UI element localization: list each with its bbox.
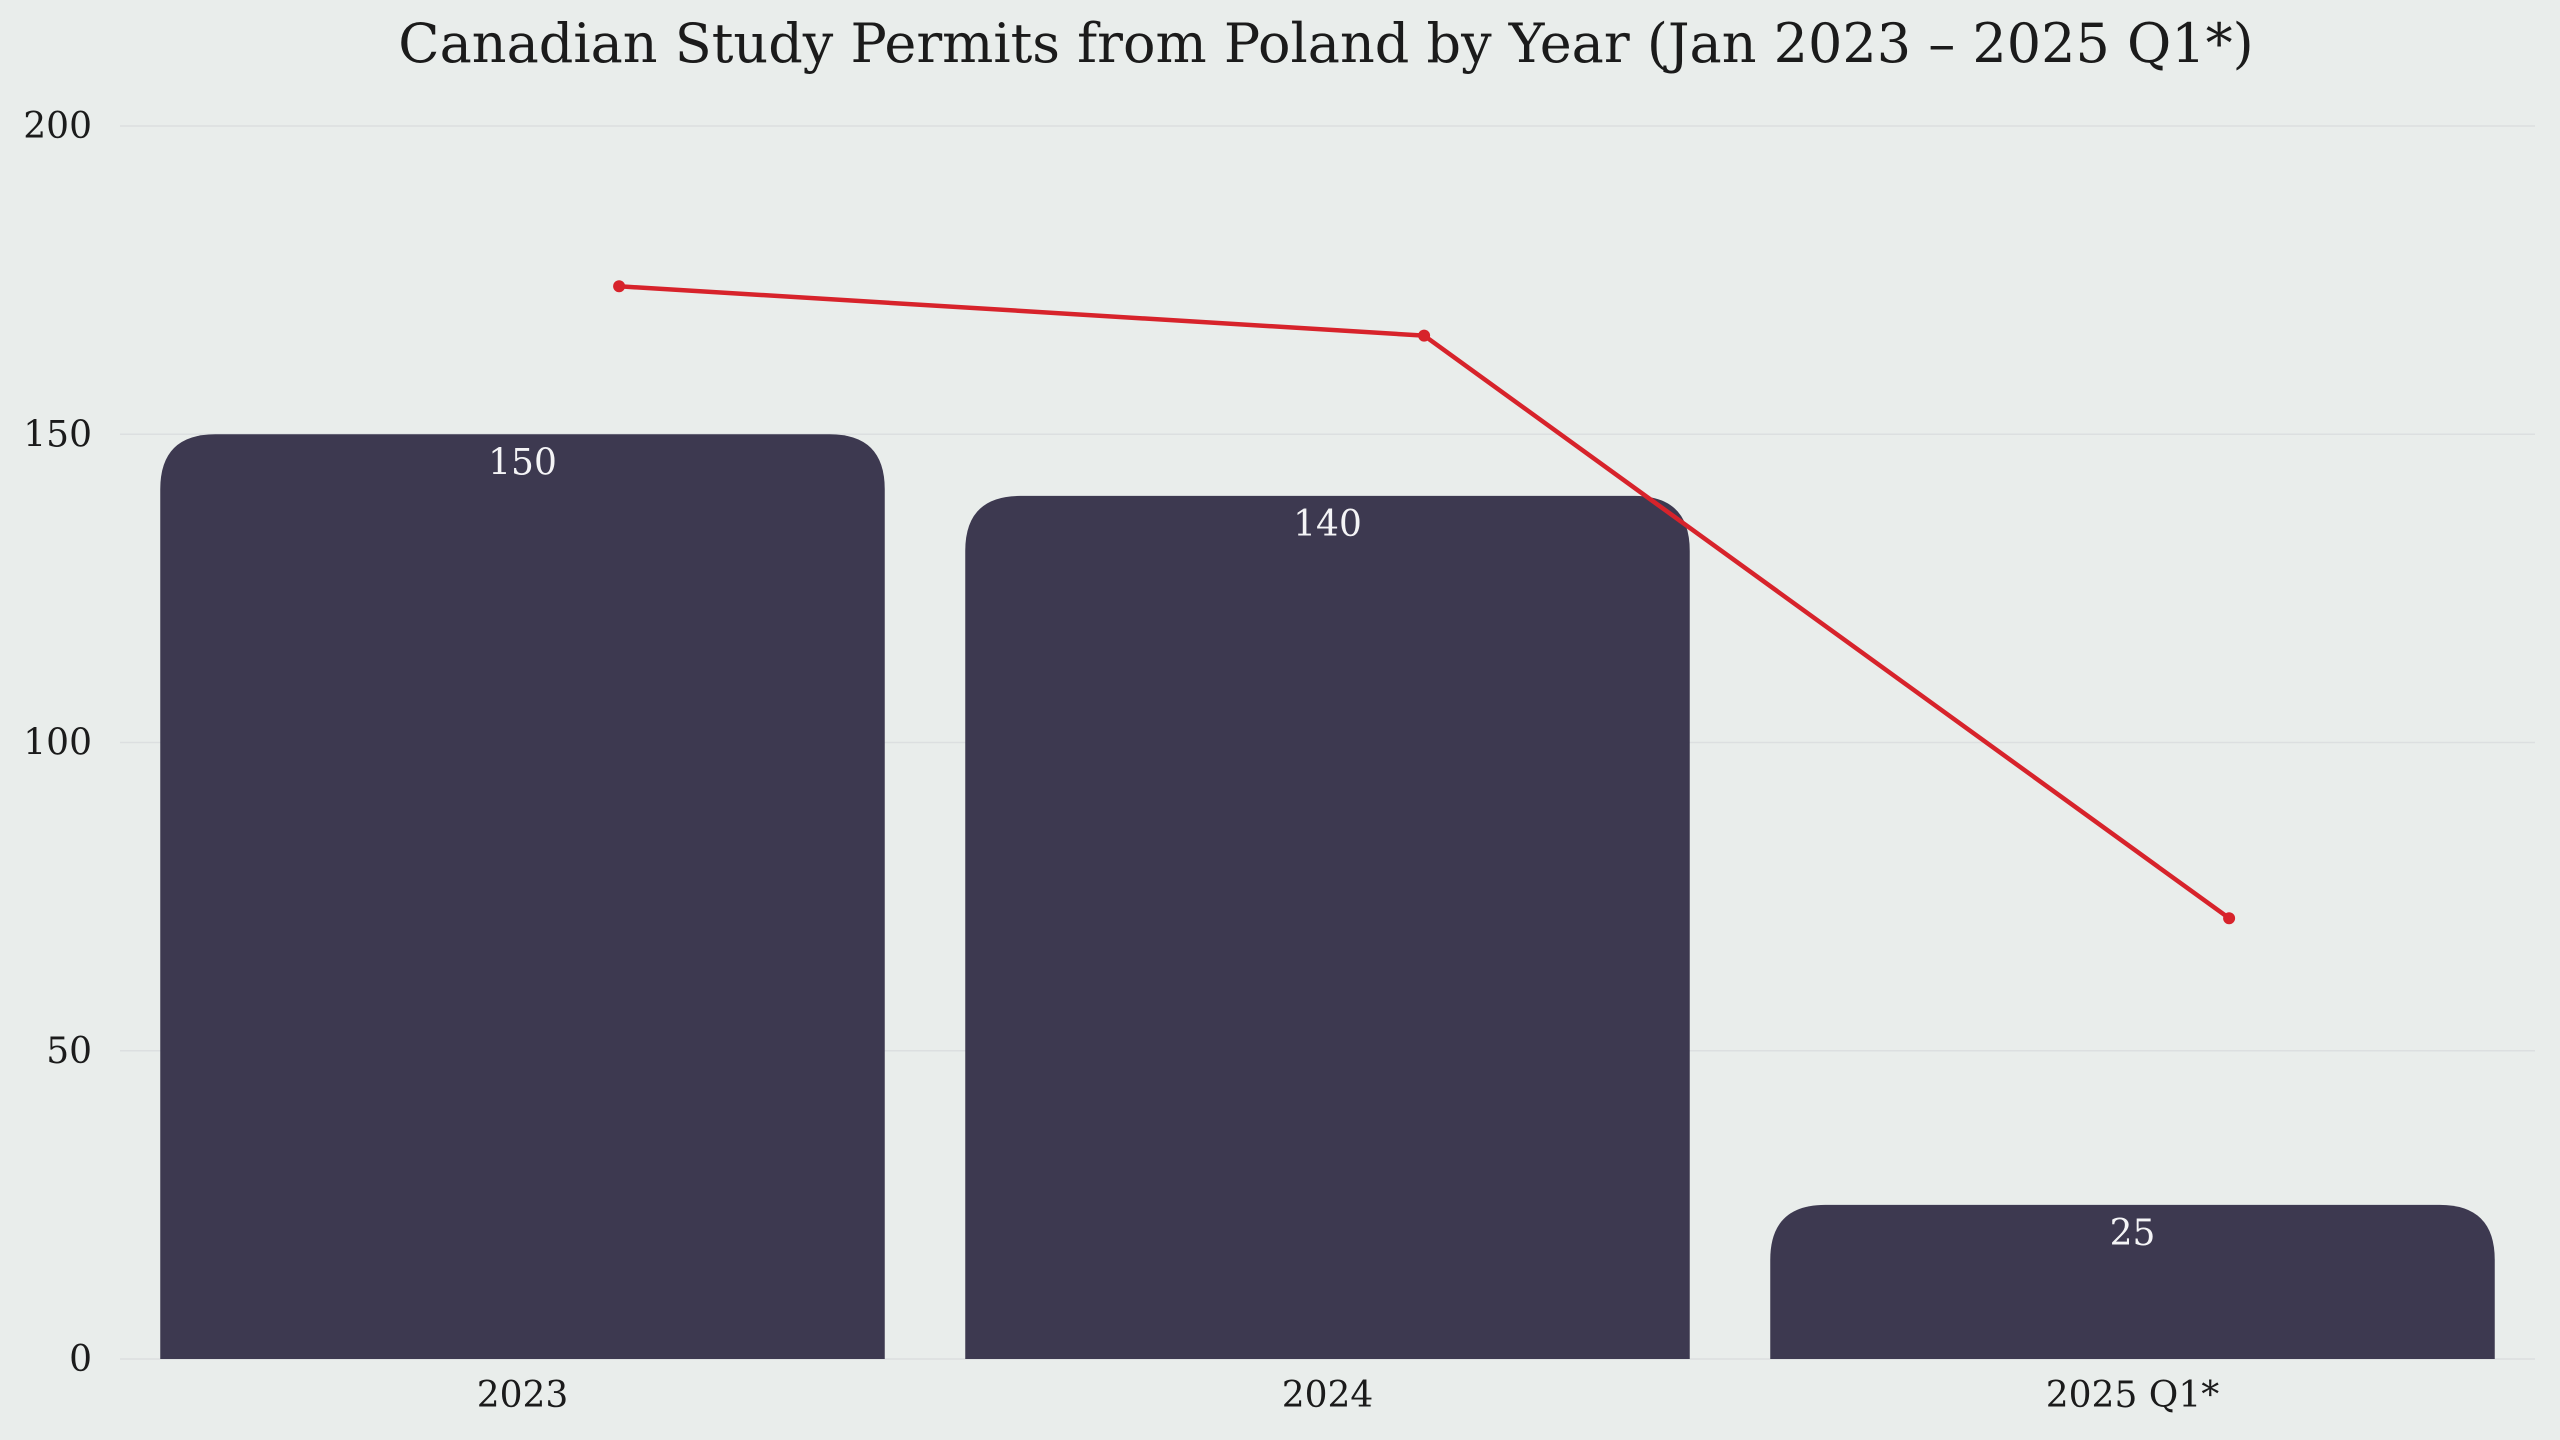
x-tick-label: 2025 Q1* xyxy=(2046,1375,2219,1416)
line-point xyxy=(613,280,626,293)
x-tick-label: 2024 xyxy=(1282,1375,1374,1416)
line-point xyxy=(1418,329,1431,342)
bar-data-label: 140 xyxy=(1293,504,1362,545)
y-tick-label: 50 xyxy=(46,1031,92,1072)
bar-series xyxy=(160,434,2495,1359)
bar-data-label: 150 xyxy=(488,442,557,483)
bar-2025-q1 xyxy=(1770,1204,2495,1359)
bar-data-labels: 150 140 25 xyxy=(488,442,2155,1254)
x-axis-ticks: 2023 2024 2025 Q1* xyxy=(477,1375,2220,1416)
bar-2024 xyxy=(965,495,1690,1359)
y-tick-label: 150 xyxy=(23,414,92,455)
bar-data-label: 25 xyxy=(2110,1213,2156,1254)
line-series xyxy=(613,280,2236,925)
y-axis-ticks: 0 50 100 150 200 xyxy=(23,106,92,1380)
chart-title: Canadian Study Permits from Poland by Ye… xyxy=(398,12,2253,75)
bar-2023 xyxy=(160,434,885,1359)
x-tick-label: 2023 xyxy=(477,1375,569,1416)
y-tick-label: 200 xyxy=(23,106,92,147)
line-point xyxy=(2223,912,2236,925)
y-tick-label: 0 xyxy=(69,1339,92,1380)
y-tick-label: 100 xyxy=(23,723,92,764)
